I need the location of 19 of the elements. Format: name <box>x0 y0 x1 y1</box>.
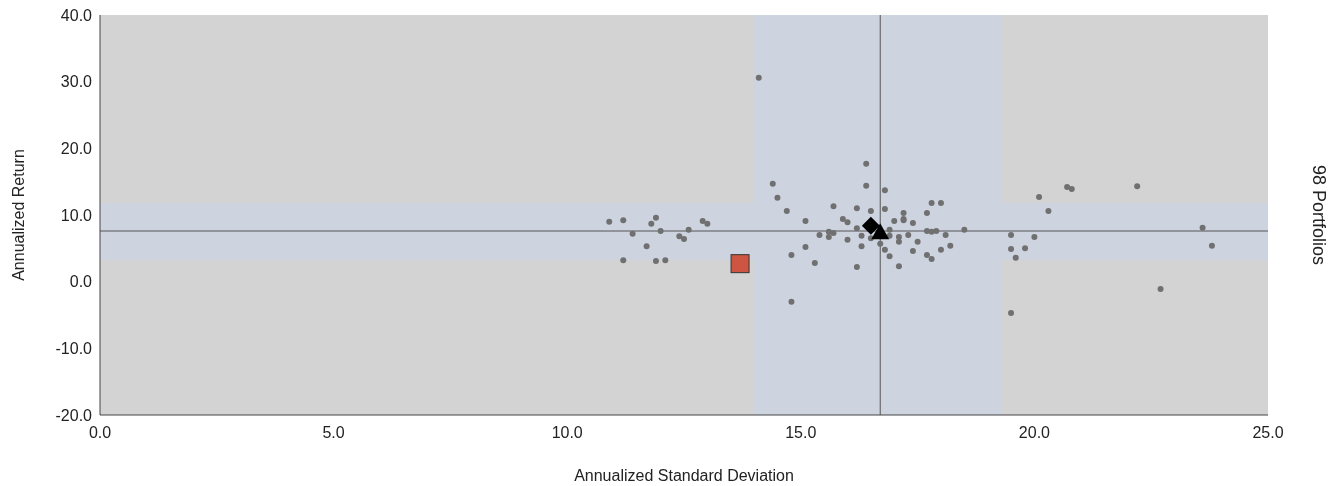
x-tick-label: 15.0 <box>785 424 817 442</box>
y-tick-label: 30.0 <box>60 73 93 91</box>
point <box>871 223 890 240</box>
y-tick-label: 20.0 <box>60 140 93 158</box>
x-tick-label: 25.0 <box>1252 424 1284 442</box>
y-tick-label: -20.0 <box>55 406 93 424</box>
x-tick-label: 10.0 <box>551 424 583 442</box>
x-tick-label: 20.0 <box>1018 424 1051 442</box>
y-tick-label: -10.0 <box>55 340 93 358</box>
point <box>730 254 750 274</box>
y-tick-label: 0.0 <box>69 273 93 291</box>
y-tick-label: 10.0 <box>60 206 93 224</box>
y2-axis-title: 98 Portfolios <box>1309 164 1329 266</box>
point <box>861 216 880 235</box>
x-tick-label: 5.0 <box>322 424 345 442</box>
x-tick-label: 0.0 <box>88 424 112 442</box>
y-tick-label: 40.0 <box>60 6 93 24</box>
y-axis-title: Annualized Return <box>10 149 27 281</box>
x-axis-title: Annualized Standard Deviation <box>574 467 794 484</box>
